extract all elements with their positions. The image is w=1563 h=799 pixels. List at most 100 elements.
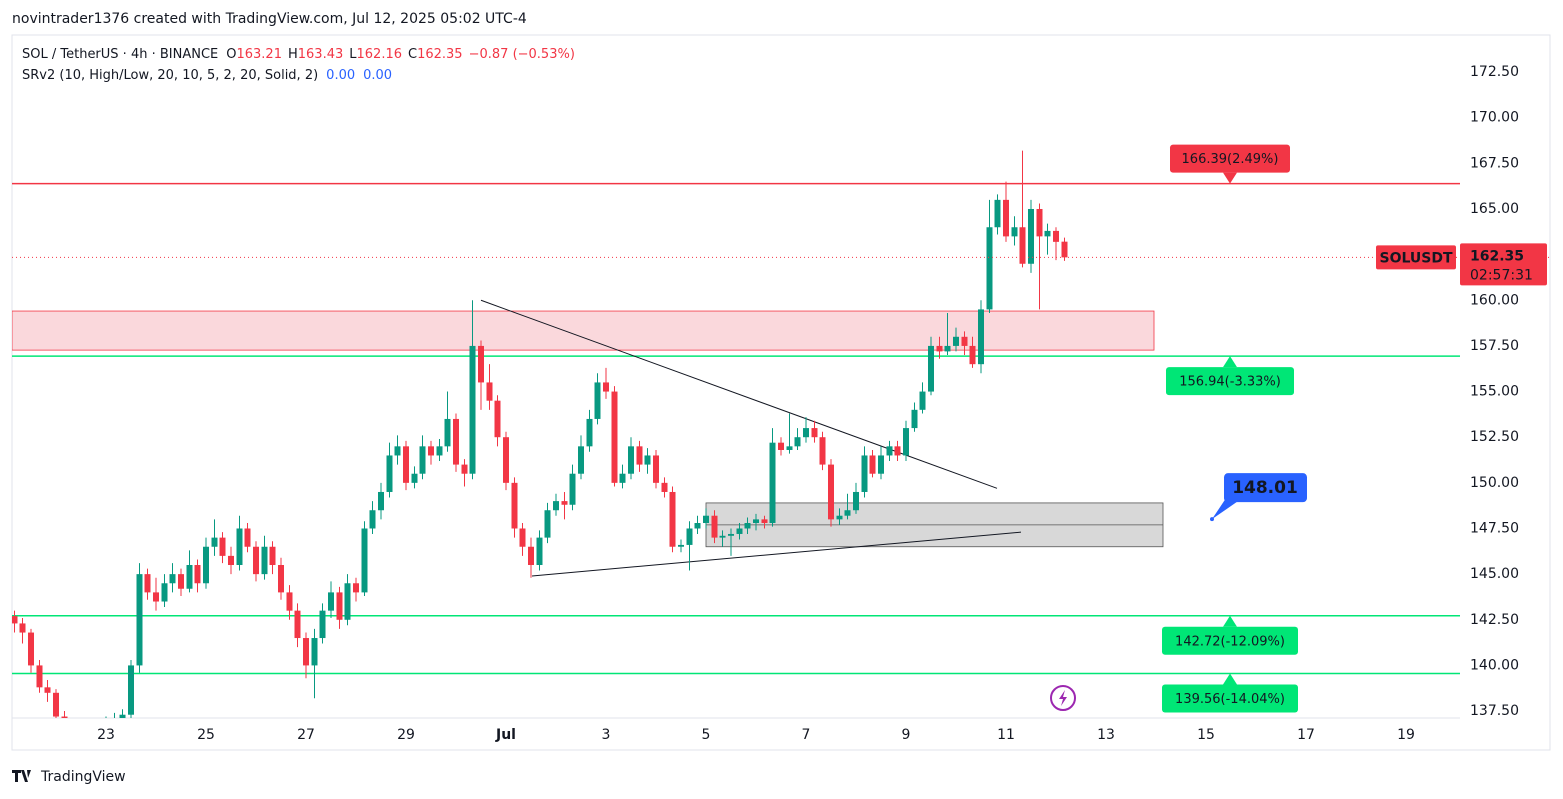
candle-body xyxy=(478,345,484,383)
candle-body xyxy=(419,446,426,474)
candle-body xyxy=(253,546,259,575)
candle-body xyxy=(661,482,668,492)
candle-body xyxy=(19,623,26,633)
x-tick-label: 29 xyxy=(397,727,415,743)
callout-label: 148.01 xyxy=(1232,478,1298,498)
candle-body xyxy=(78,724,84,733)
candle-body xyxy=(494,400,501,438)
candle-body xyxy=(836,515,843,520)
y-tick-label: 165.00 xyxy=(1470,201,1519,217)
indicator-value: 0.00 xyxy=(326,68,355,83)
candle-body xyxy=(594,382,601,419)
candle-body xyxy=(536,537,543,566)
level-label-box xyxy=(1162,684,1298,713)
plot-area xyxy=(12,150,1460,738)
y-tick-label: 167.50 xyxy=(1470,155,1519,171)
candle-body xyxy=(461,464,468,474)
candle-body xyxy=(828,464,834,520)
candle-body xyxy=(194,565,201,584)
candle-body xyxy=(628,446,634,474)
ohlc-key: L xyxy=(349,47,357,62)
ohlc-value: 162.16 xyxy=(357,47,403,62)
y-tick-label: 137.50 xyxy=(1470,703,1519,719)
lightning-icon xyxy=(1050,685,1076,711)
y-tick-label: 170.00 xyxy=(1470,110,1519,126)
y-tick-label: 142.50 xyxy=(1470,612,1519,628)
indicator-legend: SRv2 (10, High/Low, 20, 10, 5, 2, 20, So… xyxy=(22,68,392,83)
candle-body xyxy=(703,515,709,524)
level-label-arrow xyxy=(1223,615,1237,627)
candle-body xyxy=(603,382,609,392)
candle-body xyxy=(861,455,868,492)
candle-body xyxy=(469,345,476,474)
x-tick-label: 15 xyxy=(1197,727,1215,743)
level-label: 142.72(-12.09%) xyxy=(1175,634,1285,649)
candle-body xyxy=(711,515,718,538)
candle-body xyxy=(1053,230,1059,242)
x-tick-label: 27 xyxy=(297,727,315,743)
candle-body xyxy=(128,665,134,715)
candle-body xyxy=(44,687,51,693)
candle-body xyxy=(169,574,176,584)
candle-body xyxy=(244,528,251,547)
candle-body xyxy=(719,535,726,538)
candle-body xyxy=(87,733,93,738)
x-tick-label: 25 xyxy=(197,727,215,743)
candle-body xyxy=(544,510,551,538)
candle-body xyxy=(686,528,693,545)
candle-body xyxy=(853,491,859,511)
candle-body xyxy=(278,565,284,593)
x-tick-label: 23 xyxy=(97,727,115,743)
candle-body xyxy=(903,428,909,456)
x-tick-label: 3 xyxy=(602,727,611,743)
symbol-legend: SOL / TetherUS · 4h · BINANCE O163.21 H163… xyxy=(22,47,575,62)
candle-body xyxy=(844,510,851,516)
candle-body xyxy=(786,446,793,450)
level-label: 139.56(-14.04%) xyxy=(1175,692,1285,707)
symbol-box xyxy=(1376,245,1456,270)
candle-body xyxy=(294,610,301,639)
candle-body xyxy=(153,592,159,602)
level-label-box xyxy=(1166,367,1294,396)
callout-box xyxy=(1224,473,1307,503)
y-tick-label: 150.00 xyxy=(1470,475,1519,491)
y-tick-label: 147.50 xyxy=(1470,520,1519,536)
candle-body xyxy=(203,546,209,584)
candle-body xyxy=(353,583,359,593)
symbol-label: SOLUSDT xyxy=(1379,250,1452,266)
countdown-label: 02:57:31 xyxy=(1470,267,1533,283)
trendline xyxy=(480,299,998,489)
candle-body xyxy=(619,473,626,483)
candle-body xyxy=(1044,230,1051,237)
candle-body xyxy=(428,446,434,456)
candle-body xyxy=(969,345,976,365)
candle-body xyxy=(12,616,18,624)
candle-body xyxy=(936,345,943,352)
candle-body xyxy=(361,528,368,593)
candle-body xyxy=(144,574,151,593)
candle-body xyxy=(411,473,418,483)
footer-brand: TradingView xyxy=(40,769,126,785)
level-label-box xyxy=(1170,144,1290,173)
candle-body xyxy=(611,391,618,483)
candle-body xyxy=(61,716,68,718)
candle-body xyxy=(444,418,451,447)
indicator-value: 0.00 xyxy=(363,68,392,83)
candle-body xyxy=(961,336,968,346)
x-tick-label: 5 xyxy=(702,727,711,743)
x-tick-label: 17 xyxy=(1297,727,1315,743)
candle-body xyxy=(944,345,951,352)
candle-body xyxy=(919,391,926,410)
candle-body xyxy=(694,523,701,529)
level-label-arrow xyxy=(1223,673,1237,685)
candle-body xyxy=(36,665,43,688)
candle-body xyxy=(261,546,268,575)
candle-body xyxy=(436,446,443,456)
y-tick-label: 157.50 xyxy=(1470,338,1519,354)
candle-body xyxy=(219,537,226,556)
candle-body xyxy=(394,446,401,456)
candle-body xyxy=(486,382,493,401)
candle-body xyxy=(311,638,318,666)
candle-body xyxy=(553,501,559,511)
x-tick-label: 19 xyxy=(1397,727,1415,743)
